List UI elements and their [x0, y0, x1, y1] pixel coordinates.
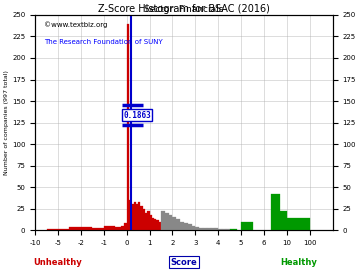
Bar [287, 218, 310, 230]
Bar [203, 228, 207, 230]
Bar [104, 226, 115, 230]
Bar [230, 229, 234, 230]
Bar [124, 223, 130, 230]
Bar [46, 229, 69, 230]
Title: Z-Score Histogram for BSAC (2016): Z-Score Histogram for BSAC (2016) [98, 4, 270, 14]
Bar [195, 227, 199, 230]
Bar [280, 211, 287, 230]
Bar [145, 213, 147, 230]
Text: Healthy: Healthy [280, 258, 317, 267]
Bar [218, 229, 222, 230]
Y-axis label: Number of companies (997 total): Number of companies (997 total) [4, 70, 9, 175]
Bar [199, 228, 203, 230]
Bar [138, 202, 140, 230]
Bar [157, 220, 159, 230]
Bar [271, 194, 280, 230]
Text: The Research Foundation of SUNY: The Research Foundation of SUNY [44, 39, 163, 45]
Bar [169, 215, 172, 230]
Bar [226, 229, 230, 230]
Bar [131, 204, 134, 230]
Bar [180, 222, 184, 230]
Bar [172, 217, 176, 230]
Bar [161, 211, 165, 230]
Bar [152, 218, 154, 230]
Bar [69, 227, 93, 230]
Bar [115, 227, 127, 230]
Text: 0.1863: 0.1863 [123, 110, 151, 120]
Text: ©www.textbiz.org: ©www.textbiz.org [44, 21, 108, 28]
Text: Sector: Financials: Sector: Financials [144, 5, 224, 14]
Bar [211, 228, 215, 230]
Bar [93, 228, 104, 230]
Bar [159, 222, 161, 230]
Bar [127, 23, 129, 230]
Bar [140, 206, 143, 230]
Bar [149, 215, 152, 230]
Text: Score: Score [171, 258, 197, 267]
Bar [184, 223, 188, 230]
Bar [143, 209, 145, 230]
Bar [192, 226, 195, 230]
Bar [241, 222, 252, 230]
Bar [147, 211, 149, 230]
Bar [234, 229, 238, 230]
Bar [176, 219, 180, 230]
Bar [188, 224, 192, 230]
Bar [165, 213, 169, 230]
Bar [222, 229, 226, 230]
Text: Unhealthy: Unhealthy [34, 258, 82, 267]
Bar [129, 200, 131, 230]
Bar [215, 228, 218, 230]
Bar [134, 202, 136, 230]
Bar [154, 219, 157, 230]
Bar [207, 228, 211, 230]
Bar [136, 204, 138, 230]
Bar [121, 226, 127, 230]
